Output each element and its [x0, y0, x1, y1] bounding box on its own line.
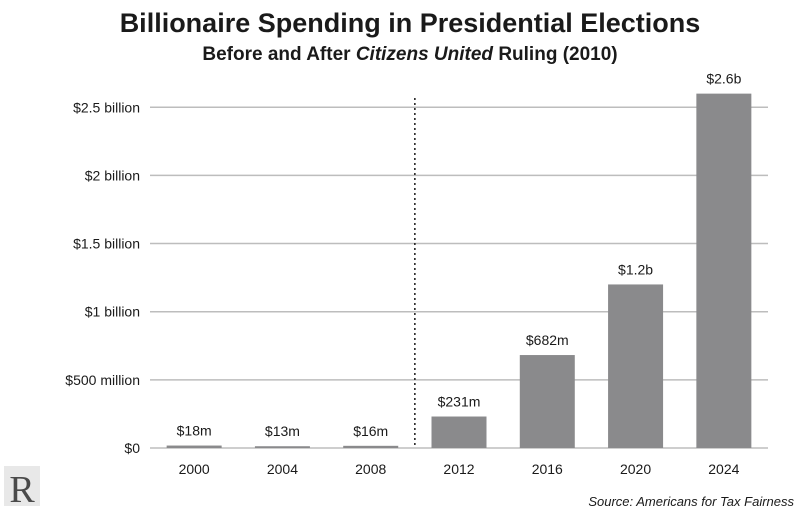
chart-subtitle: Before and After Citizens United Ruling …: [202, 44, 617, 65]
x-tick-label-2016: 2016: [532, 461, 563, 477]
x-tick-label-2004: 2004: [267, 461, 298, 477]
x-tick-label-2012: 2012: [443, 461, 474, 477]
y-axis-ticks: $0 $500 million $1 billion $1.5 billion $2 b…: [65, 99, 140, 456]
subtitle-italic: Citizens United: [356, 44, 494, 65]
subtitle-before: Before and After: [202, 44, 355, 65]
bar-2004: [254, 446, 310, 448]
y-tick-label: $1.5 billion: [73, 236, 140, 252]
x-tick-label-2020: 2020: [620, 461, 651, 477]
subtitle-after: Ruling (2010): [493, 44, 618, 65]
logo-letter: R: [9, 469, 35, 510]
y-tick-label: $1 billion: [85, 304, 140, 320]
bars: [166, 93, 752, 448]
y-tick-label: $500 million: [65, 372, 140, 388]
data-label-2004: $13m: [265, 423, 300, 439]
x-tick-label-2008: 2008: [355, 461, 386, 477]
data-label-2016: $682m: [526, 332, 569, 348]
bar-2020: [608, 284, 664, 448]
bar-2008: [343, 445, 399, 448]
y-tick-label: $0: [124, 440, 140, 456]
data-label-2008: $16m: [353, 423, 388, 439]
bar-2012: [431, 416, 487, 448]
data-label-2000: $18m: [177, 423, 212, 439]
x-tick-label-2024: 2024: [708, 461, 739, 477]
source-note: Source: Americans for Tax Fairness: [588, 494, 794, 509]
data-label-2024: $2.6b: [706, 71, 741, 87]
data-label-2020: $1.2b: [618, 261, 653, 277]
bar-2024: [696, 93, 752, 448]
chart-title: Billionaire Spending in Presidential Ele…: [120, 8, 701, 38]
data-label-2012: $231m: [438, 394, 481, 410]
logo-icon: R: [4, 466, 40, 510]
y-tick-label: $2 billion: [85, 167, 140, 183]
y-tick-label: $2.5 billion: [73, 99, 140, 115]
data-labels: $18m $13m $16m $231m $682m $1.2b $2.6b: [177, 71, 742, 440]
bar-2000: [166, 445, 222, 448]
bar-2016: [519, 355, 575, 448]
x-tick-label-2000: 2000: [179, 461, 210, 477]
x-axis-ticks: 2000 2004 2008 2012 2016 2020 2024: [179, 461, 740, 477]
gridlines: [150, 106, 768, 449]
